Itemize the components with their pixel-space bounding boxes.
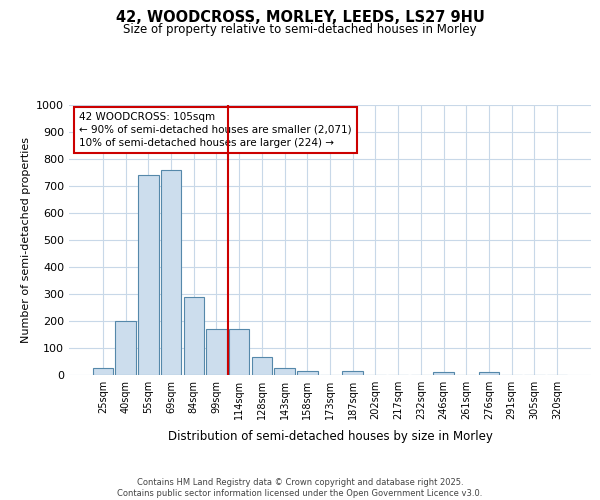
Text: 42, WOODCROSS, MORLEY, LEEDS, LS27 9HU: 42, WOODCROSS, MORLEY, LEEDS, LS27 9HU xyxy=(116,10,484,25)
Bar xyxy=(115,321,136,375)
Bar xyxy=(343,371,363,375)
Bar xyxy=(161,170,181,375)
Text: Size of property relative to semi-detached houses in Morley: Size of property relative to semi-detach… xyxy=(123,22,477,36)
Y-axis label: Number of semi-detached properties: Number of semi-detached properties xyxy=(20,137,31,343)
Bar xyxy=(229,329,250,375)
Bar xyxy=(251,358,272,375)
X-axis label: Distribution of semi-detached houses by size in Morley: Distribution of semi-detached houses by … xyxy=(167,430,493,444)
Text: 42 WOODCROSS: 105sqm
← 90% of semi-detached houses are smaller (2,071)
10% of se: 42 WOODCROSS: 105sqm ← 90% of semi-detac… xyxy=(79,112,352,148)
Bar xyxy=(93,368,113,375)
Bar xyxy=(138,175,158,375)
Bar xyxy=(433,372,454,375)
Bar xyxy=(274,368,295,375)
Text: Contains HM Land Registry data © Crown copyright and database right 2025.
Contai: Contains HM Land Registry data © Crown c… xyxy=(118,478,482,498)
Bar xyxy=(297,371,317,375)
Bar xyxy=(184,296,204,375)
Bar xyxy=(479,372,499,375)
Bar xyxy=(206,329,227,375)
